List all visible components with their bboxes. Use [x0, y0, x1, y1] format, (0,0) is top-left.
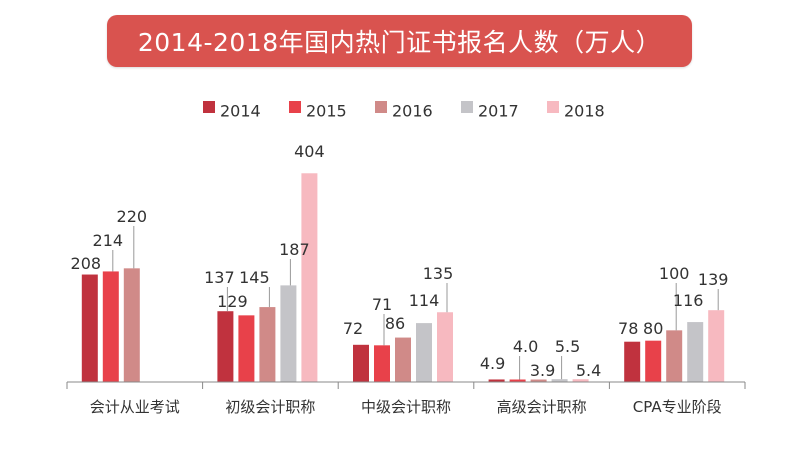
legend-swatch-2018: [547, 101, 559, 113]
legend-swatch-2016: [375, 101, 387, 113]
bar-2016-2: [395, 337, 411, 382]
legend-label-2018: 2018: [564, 102, 605, 121]
data-label-2015-3: 4.0: [513, 337, 538, 356]
bar-2017-1: [280, 285, 297, 382]
bar-2017-2: [416, 323, 432, 382]
bar-2016-1: [259, 307, 276, 382]
data-label-2018-3: 5.4: [576, 361, 601, 380]
data-label-2015-0: 214: [93, 231, 124, 250]
data-label-2014-1: 137: [204, 268, 235, 287]
x-axis: 会计从业考试 初级会计职称 中级会计职称 高级会计职称 CPA专业阶段: [66, 381, 746, 416]
data-label-2014-4: 78: [618, 319, 638, 338]
x-tick-label: 初级会计职称: [225, 398, 315, 416]
bar-2015-3: [509, 379, 526, 382]
bar-2017-4: [687, 322, 704, 382]
legend-swatch-2015: [289, 101, 301, 113]
legend-swatch-2017: [461, 101, 473, 113]
data-label-2014-2: 72: [343, 319, 363, 338]
bar-2015-2: [374, 345, 390, 382]
bar-2018-4: [708, 310, 725, 382]
data-label-2014-3: 4.9: [480, 354, 505, 373]
legend-label-2016: 2016: [392, 102, 433, 121]
data-label-2017-1: 187: [279, 240, 310, 259]
legend-label-2017: 2017: [478, 102, 519, 121]
data-label-2017-2: 114: [409, 291, 440, 310]
data-label-2016-3: 3.9: [530, 361, 555, 380]
data-label-2017-4: 116: [673, 291, 704, 310]
data-label-2015-2: 71: [372, 295, 392, 314]
bar-2017-3: [551, 379, 568, 382]
legend: 2014 2015 2016 2017 2018: [203, 101, 605, 121]
bar-2016-4: [666, 330, 683, 382]
x-tick-label: 中级会计职称: [361, 398, 451, 416]
x-tick-label: 会计从业考试: [90, 398, 180, 416]
data-label-2018-1: 404: [294, 142, 325, 161]
bar-2018-1: [301, 173, 318, 382]
bar-2018-3: [572, 379, 589, 382]
bar-2014-3: [488, 379, 505, 382]
data-label-2016-4: 100: [659, 264, 690, 283]
bar-2016-3: [530, 379, 547, 382]
data-label-2018-4: 139: [698, 270, 729, 289]
data-label-2017-3: 5.5: [555, 337, 580, 356]
data-label-2018-2: 135: [423, 264, 454, 283]
bar-2015-4: [645, 340, 662, 382]
chart-title-banner: 2014-2018年国内热门证书报名人数（万人）: [107, 15, 692, 67]
bars: [81, 173, 725, 382]
x-tick-label: CPA专业阶段: [633, 398, 722, 416]
bar-2015-0: [102, 271, 119, 382]
legend-swatch-2014: [203, 101, 215, 113]
data-label-2015-1: 129: [217, 292, 248, 311]
bar-2015-1: [238, 315, 255, 382]
bar-2014-0: [81, 274, 98, 382]
bar-2014-4: [624, 341, 641, 382]
x-tick-label: 高级会计职称: [497, 398, 587, 416]
bar-2014-1: [217, 311, 234, 382]
data-label-2016-1: 145: [239, 268, 270, 287]
bar-2018-2: [437, 312, 453, 382]
chart-title: 2014-2018年国内热门证书报名人数（万人）: [137, 28, 662, 57]
bar-2014-2: [353, 344, 369, 382]
data-label-2014-0: 208: [71, 254, 102, 273]
data-label-2016-2: 86: [385, 314, 405, 333]
data-label-2016-0: 220: [117, 207, 148, 226]
data-label-2015-4: 80: [643, 319, 663, 338]
legend-label-2014: 2014: [220, 102, 261, 121]
legend-label-2015: 2015: [306, 102, 347, 121]
bar-2016-0: [123, 268, 140, 382]
